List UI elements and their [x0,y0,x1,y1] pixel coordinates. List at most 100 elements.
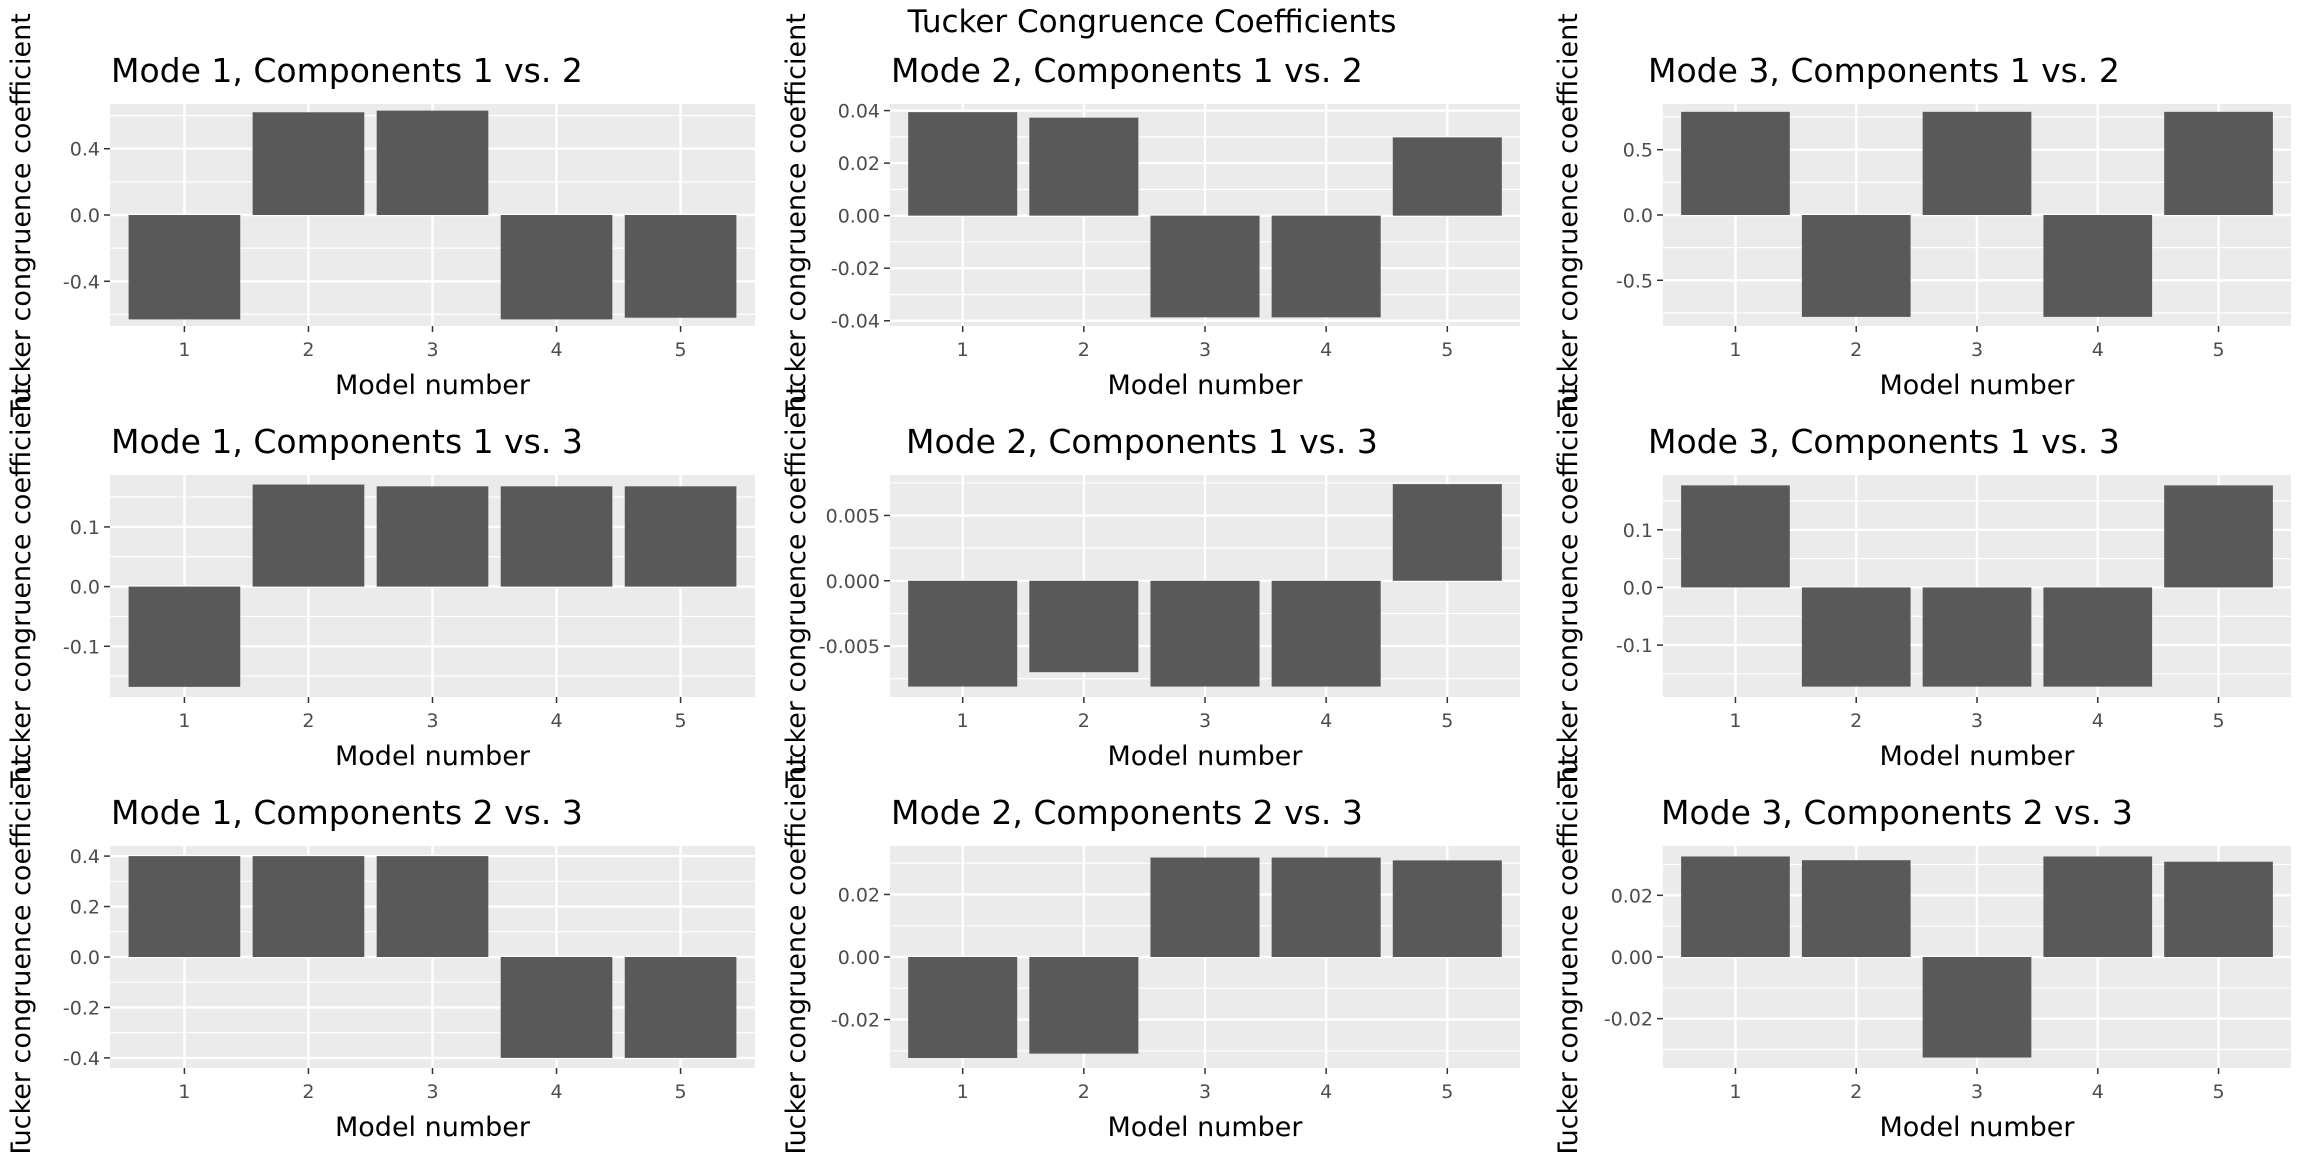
bar-model-2 [252,484,365,587]
x-tick-label: 4 [2092,1081,2104,1103]
x-tick-label: 4 [2092,710,2104,732]
x-tick-label: 2 [1850,1081,1862,1103]
bar-model-4 [500,486,613,587]
bar-model-4 [1271,215,1381,318]
panel-title: Mode 3, Components 1 vs. 3 [1648,422,2120,461]
bar-model-5 [624,215,737,318]
x-tick-label: 4 [550,710,562,732]
panel-title: Mode 2, Components 2 vs. 3 [891,793,1363,832]
bar-model-1 [128,586,241,687]
x-tick-label: 1 [957,710,969,732]
bar-model-1 [1681,856,1790,957]
y-tick-label: 0.0 [70,947,100,969]
y-tick-label: -0.1 [63,636,100,658]
y-tick-label: 0.0 [70,205,100,227]
y-axis-title: Tucker congruence coefficient [1553,13,1584,418]
y-axis-title: Tucker congruence coefficient [1553,755,1584,1152]
y-tick-label: 0.005 [826,505,880,527]
y-tick-label: 0.0 [70,577,100,599]
x-axis-title: Model number [335,370,531,401]
y-tick-label: 0.2 [70,897,100,919]
bar-model-1 [1681,111,1790,215]
chart-panel-1: -0.4 0.0 0.4 1 2 3 4 5 Model number Mode 1, Compo… [6,13,755,418]
y-tick-label: 0.4 [70,139,100,161]
x-tick-label: 2 [1078,1081,1090,1103]
panel-title: Mode 3, Components 2 vs. 3 [1661,793,2133,832]
panel-title: Mode 2, Components 1 vs. 3 [906,422,1378,461]
y-tick-label: 0.02 [838,884,880,906]
x-axis-title: Model number [1107,370,1303,401]
bar-model-5 [624,957,737,1058]
x-tick-label: 3 [426,1081,438,1103]
x-axis-title: Model number [1879,741,2075,772]
y-axis-title: Tucker congruence coefficient [781,755,812,1152]
x-tick-label: 3 [1971,710,1983,732]
x-tick-label: 4 [1320,710,1332,732]
y-tick-label: 0.00 [838,206,880,228]
bar-model-3 [1150,215,1260,318]
x-tick-label: 3 [426,710,438,732]
bar-model-2 [252,112,365,215]
bar-model-5 [1392,860,1502,957]
x-tick-label: 2 [302,339,314,361]
x-tick-label: 5 [675,710,687,732]
panel-title: Mode 1, Components 2 vs. 3 [111,793,583,832]
bar-model-1 [128,215,241,320]
bar-model-2 [1029,580,1139,673]
y-tick-label: -0.2 [63,997,100,1019]
bar-model-4 [500,215,613,320]
y-axis-title: Tucker congruence coefficient [1553,384,1584,789]
x-tick-label: 1 [957,339,969,361]
panel-title: Mode 3, Components 1 vs. 2 [1648,51,2120,90]
x-tick-label: 1 [1729,1081,1741,1103]
y-axis-title: Tucker congruence coefficient [6,755,37,1152]
bar-model-5 [2164,111,2273,215]
x-tick-label: 1 [957,1081,969,1103]
y-tick-label: 0.02 [1611,885,1653,907]
bar-model-1 [908,580,1018,687]
y-axis-title: Tucker congruence coefficient [781,384,812,789]
y-axis-title: Tucker congruence coefficient [781,13,812,418]
bar-model-3 [376,110,489,215]
y-tick-label: 0.1 [70,517,100,539]
y-tick-label: 0.000 [826,571,880,593]
x-tick-label: 1 [178,1081,190,1103]
x-tick-label: 2 [1850,710,1862,732]
y-axis-title: Tucker congruence coefficient [6,13,37,418]
y-tick-label: 0.04 [838,101,880,123]
bar-model-1 [1681,485,1790,588]
panel-title: Mode 2, Components 1 vs. 2 [891,51,1363,90]
y-axis-title: Tucker congruence coefficient [6,384,37,789]
x-axis-title: Model number [1879,1112,2075,1143]
x-tick-label: 2 [302,710,314,732]
y-tick-label: -0.005 [819,636,880,658]
y-tick-label: 0.5 [1623,140,1653,162]
bar-model-2 [252,856,365,957]
bar-model-2 [1801,587,1911,687]
bar-model-4 [1271,857,1381,957]
bar-model-3 [376,486,489,587]
y-tick-label: -0.02 [831,258,880,280]
x-tick-label: 4 [550,1081,562,1103]
x-axis-title: Model number [1879,370,2075,401]
y-tick-label: 0.4 [70,846,100,868]
bar-model-5 [1392,137,1502,216]
page-title: Tucker Congruence Coefficients [907,4,1397,40]
chart-panel-9: -0.02 0.00 0.02 1 2 3 4 5 Model number Mode 3, Co… [1553,755,2291,1152]
x-tick-label: 3 [426,339,438,361]
x-tick-label: 5 [2212,710,2224,732]
bar-model-2 [1029,957,1139,1054]
chart-panel-3: -0.5 0.0 0.5 1 2 3 4 5 Model number Mode 3, Compo… [1553,13,2291,418]
x-tick-label: 2 [1850,339,1862,361]
x-axis-title: Model number [1107,1112,1303,1143]
x-tick-label: 5 [675,339,687,361]
bar-model-4 [2043,215,2153,317]
x-tick-label: 1 [1729,710,1741,732]
x-tick-label: 2 [302,1081,314,1103]
bar-model-5 [2164,861,2273,957]
x-tick-label: 3 [1971,339,1983,361]
x-tick-label: 3 [1199,1081,1211,1103]
x-axis-title: Model number [1107,741,1303,772]
y-tick-label: -0.02 [1604,1009,1653,1031]
chart-panel-8: -0.02 0.00 0.02 1 2 3 4 5 Model number Mode 2, Co… [781,755,1520,1152]
